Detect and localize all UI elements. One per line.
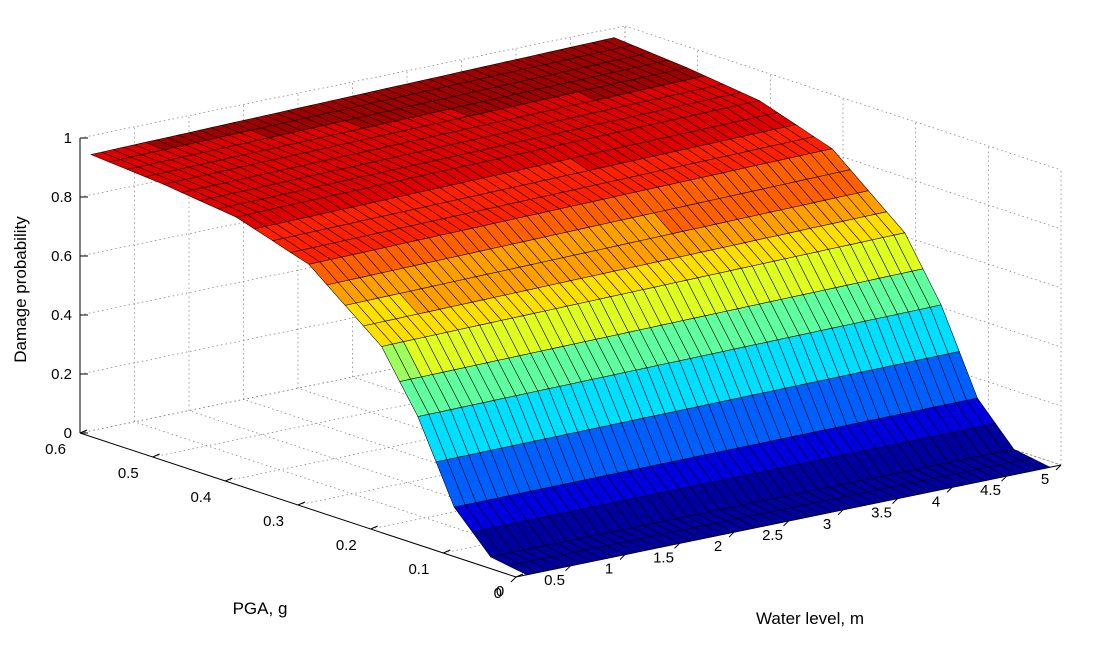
x-tick-label: 0.5 bbox=[544, 572, 565, 589]
y-tick-label: 0.4 bbox=[190, 489, 211, 506]
z-axis-title: Damage probability bbox=[11, 216, 30, 363]
y-tick-label: 0 bbox=[494, 585, 502, 602]
y-tick-mark bbox=[370, 525, 378, 530]
x-tick-mark bbox=[1001, 475, 1007, 482]
y-tick-mark bbox=[443, 549, 451, 554]
z-tick-label: 0.4 bbox=[51, 307, 72, 324]
z-tick-label: 1 bbox=[64, 130, 72, 147]
surface-patch bbox=[508, 563, 539, 576]
y-tick-label: 0.2 bbox=[336, 537, 357, 554]
y-tick-mark bbox=[152, 453, 160, 458]
side-wall-grid-line bbox=[624, 25, 1062, 171]
x-tick-mark bbox=[837, 509, 844, 516]
x-tick-mark bbox=[946, 487, 953, 493]
y-tick-label: 0.6 bbox=[45, 441, 66, 458]
x-tick-mark bbox=[728, 531, 735, 538]
surface-layer bbox=[90, 37, 1051, 576]
x-tick-label: 4 bbox=[932, 493, 940, 510]
x-tick-mark bbox=[892, 498, 898, 504]
x-tick-mark bbox=[510, 576, 517, 583]
y-axis-title: PGA, g bbox=[233, 599, 288, 618]
x-tick-mark bbox=[783, 520, 789, 527]
x-axis-title: Water level, m bbox=[756, 609, 864, 628]
x-tick-label: 2 bbox=[714, 538, 722, 555]
x-tick-label: 3 bbox=[823, 516, 831, 533]
y-tick-label: 0.5 bbox=[118, 465, 139, 482]
z-tick-label: 0 bbox=[64, 425, 72, 442]
x-tick-label: 0 bbox=[496, 583, 504, 600]
y-tick-label: 0.3 bbox=[263, 513, 284, 530]
z-tick-label: 0.2 bbox=[51, 366, 72, 383]
x-tick-mark bbox=[1055, 464, 1062, 471]
x-tick-label: 1.5 bbox=[653, 549, 674, 566]
x-tick-label: 4.5 bbox=[980, 482, 1001, 499]
x-tick-mark bbox=[619, 554, 626, 560]
y-tick-mark bbox=[515, 573, 524, 578]
x-tick-label: 3.5 bbox=[871, 505, 892, 522]
z-tick-label: 0.8 bbox=[51, 189, 72, 206]
y-tick-mark bbox=[225, 477, 233, 482]
x-tick-label: 5 bbox=[1041, 471, 1049, 488]
z-tick-label: 0.6 bbox=[51, 248, 72, 265]
x-tick-label: 2.5 bbox=[762, 527, 783, 544]
y-tick-mark bbox=[297, 501, 306, 506]
y-tick-label: 0.1 bbox=[408, 561, 429, 578]
x-tick-mark bbox=[565, 565, 571, 572]
label-layer: Damage probability PGA, g Water level, m bbox=[11, 216, 864, 628]
x-tick-label: 1 bbox=[605, 561, 613, 578]
back-wall-grid-line bbox=[79, 25, 626, 139]
x-tick-mark bbox=[674, 543, 680, 549]
